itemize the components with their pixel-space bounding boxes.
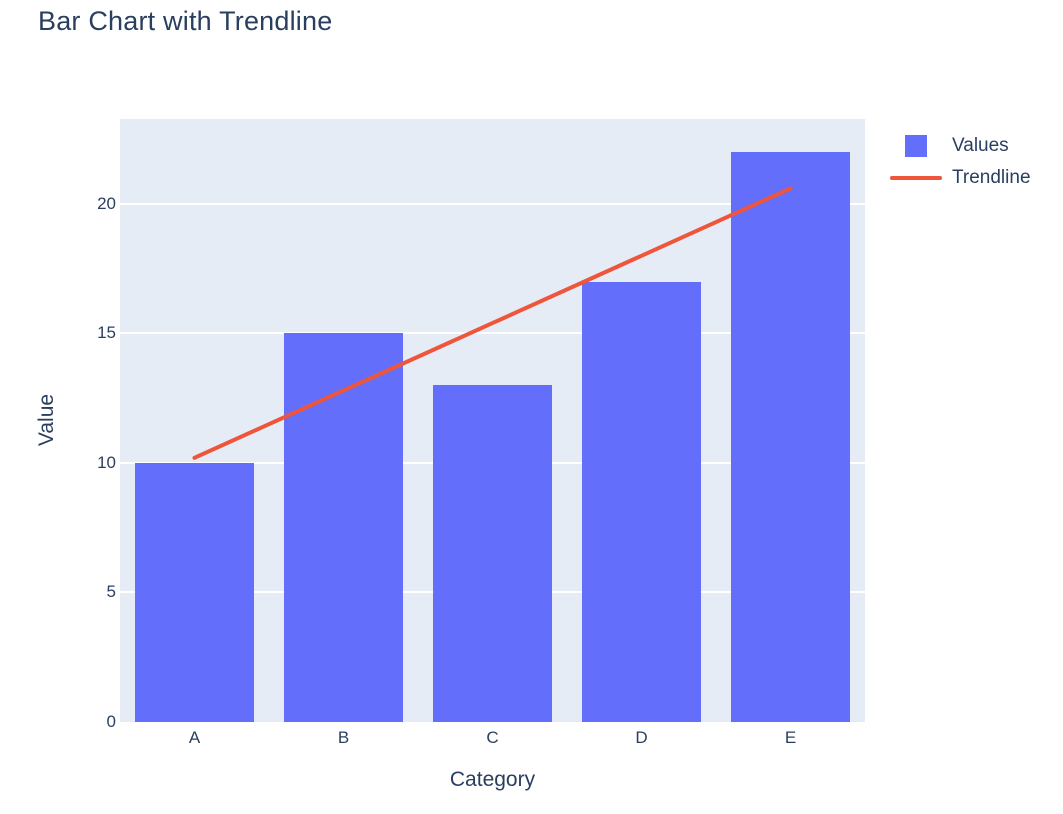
trendline-svg [192, 186, 793, 460]
x-tick-label: B [337, 728, 350, 747]
x-tick-label: C [486, 728, 499, 747]
legend: Values Trendline [890, 130, 1031, 194]
bar-B[interactable] [283, 333, 404, 722]
y-tick-label: 10 [97, 452, 116, 472]
x-tick-label: A [188, 728, 201, 747]
legend-label-trendline: Trendline [952, 167, 1031, 188]
gridline [120, 332, 865, 335]
y-tick-label: 0 [106, 712, 116, 731]
trendline-swatch-icon [890, 176, 942, 180]
values-swatch-box [890, 135, 942, 157]
legend-item-trendline[interactable]: Trendline [890, 162, 1031, 194]
legend-item-values[interactable]: Values [890, 130, 1031, 162]
y-axis-title: Value [35, 393, 58, 447]
trendline-swatch-box [890, 176, 942, 180]
y-tick-label: 15 [97, 323, 116, 343]
bar-C[interactable] [432, 385, 553, 722]
y-tick-label: 5 [106, 582, 116, 602]
trendline-path[interactable] [192, 186, 793, 460]
plot-area [120, 119, 865, 722]
x-tick-label: E [784, 728, 797, 747]
bar-A[interactable] [134, 462, 255, 722]
x-tick-label: D [635, 728, 648, 747]
y-tick-label: 20 [97, 193, 116, 213]
values-swatch-icon [905, 135, 927, 157]
bar-D[interactable] [581, 281, 702, 722]
bar-E[interactable] [730, 152, 851, 722]
chart-title: Bar Chart with Trendline [38, 6, 333, 36]
legend-label-values: Values [952, 135, 1009, 156]
x-axis-title: Category [449, 768, 536, 791]
gridline [120, 202, 865, 205]
